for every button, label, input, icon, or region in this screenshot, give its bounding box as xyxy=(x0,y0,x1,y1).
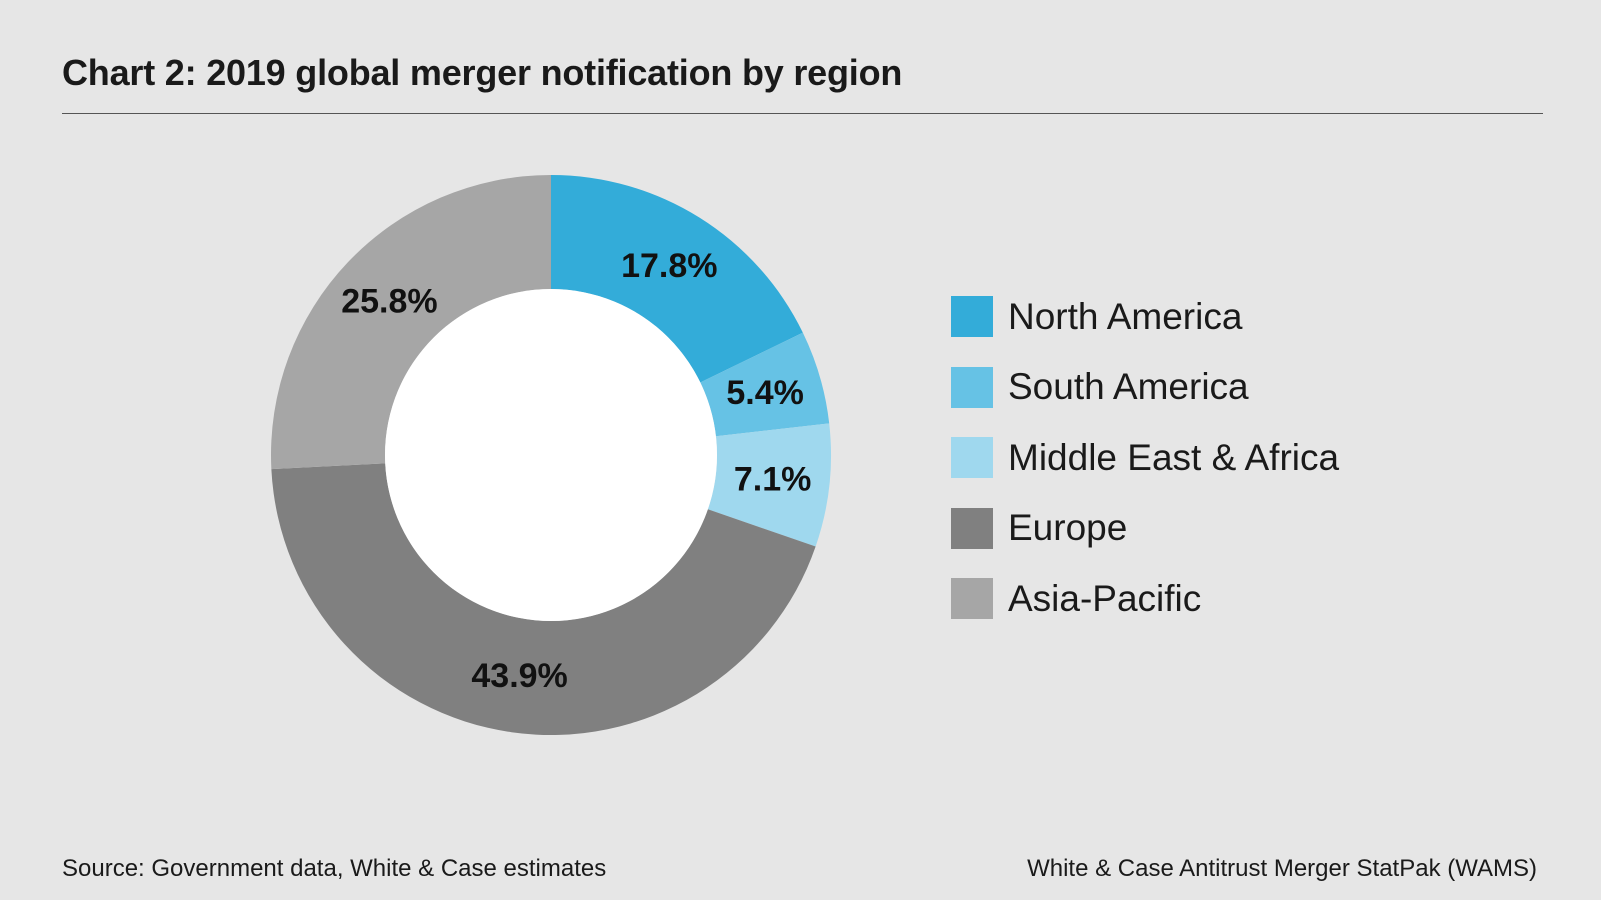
legend-label: South America xyxy=(1008,366,1249,407)
legend-swatch xyxy=(951,366,993,408)
slice-middle-east-africa xyxy=(707,423,831,547)
legend-swatch xyxy=(951,578,993,619)
chart-title: Chart 2: 2019 global merger notification… xyxy=(62,52,903,93)
donut-hole xyxy=(385,289,717,621)
title-divider xyxy=(62,113,1543,114)
slice-value-label: 43.9% xyxy=(471,657,567,695)
slice-europe xyxy=(271,463,816,736)
legend-swatch xyxy=(951,437,993,478)
slice-value-label: 5.4% xyxy=(726,374,804,412)
legend-item: Asia-Pacific xyxy=(951,578,1339,619)
legend-item: South America xyxy=(951,366,1339,408)
legend-swatch xyxy=(951,296,993,337)
credit-note: White & Case Antitrust Merger StatPak (W… xyxy=(1027,855,1537,882)
chart-legend: North America South America Middle East & … xyxy=(951,296,1339,649)
legend-label: North America xyxy=(1008,295,1243,337)
legend-label: Europe xyxy=(1008,507,1128,548)
slice-value-label: 7.1% xyxy=(734,460,812,498)
slice-south-america xyxy=(700,332,830,437)
legend-swatch xyxy=(951,507,993,549)
legend-item: Middle East & Africa xyxy=(951,437,1339,478)
source-note: Source: Government data, White & Case es… xyxy=(62,855,607,882)
slice-value-label: 25.8% xyxy=(341,282,437,320)
slice-value-label: 17.8% xyxy=(621,247,717,285)
legend-item: Europe xyxy=(951,507,1339,549)
slice-asia-pacific xyxy=(270,175,551,470)
legend-item: North America xyxy=(951,296,1339,337)
legend-label: Asia-Pacific xyxy=(1008,577,1202,619)
legend-label: Middle East & Africa xyxy=(1008,436,1340,478)
slice-north-america xyxy=(551,175,803,383)
